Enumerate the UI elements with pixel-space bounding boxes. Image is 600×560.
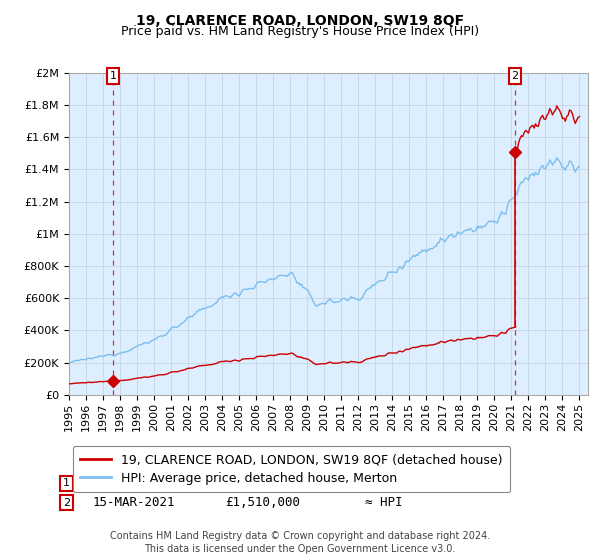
Text: ≈ HPI: ≈ HPI — [365, 496, 403, 509]
Text: 01-JUL-1997: 01-JUL-1997 — [92, 477, 175, 490]
Text: 19, CLARENCE ROAD, LONDON, SW19 8QF: 19, CLARENCE ROAD, LONDON, SW19 8QF — [136, 14, 464, 28]
Text: 1: 1 — [109, 71, 116, 81]
Text: 2: 2 — [511, 71, 518, 81]
Text: £83,000: £83,000 — [224, 477, 277, 490]
Text: 15-MAR-2021: 15-MAR-2021 — [92, 496, 175, 509]
Text: 2: 2 — [63, 498, 70, 508]
Legend: 19, CLARENCE ROAD, LONDON, SW19 8QF (detached house), HPI: Average price, detach: 19, CLARENCE ROAD, LONDON, SW19 8QF (det… — [73, 446, 511, 492]
Text: £1,510,000: £1,510,000 — [224, 496, 300, 509]
Text: Contains HM Land Registry data © Crown copyright and database right 2024.
This d: Contains HM Land Registry data © Crown c… — [110, 531, 490, 554]
Text: 1: 1 — [63, 478, 70, 488]
Text: Price paid vs. HM Land Registry's House Price Index (HPI): Price paid vs. HM Land Registry's House … — [121, 25, 479, 38]
Text: 69% ↓ HPI: 69% ↓ HPI — [365, 477, 433, 490]
